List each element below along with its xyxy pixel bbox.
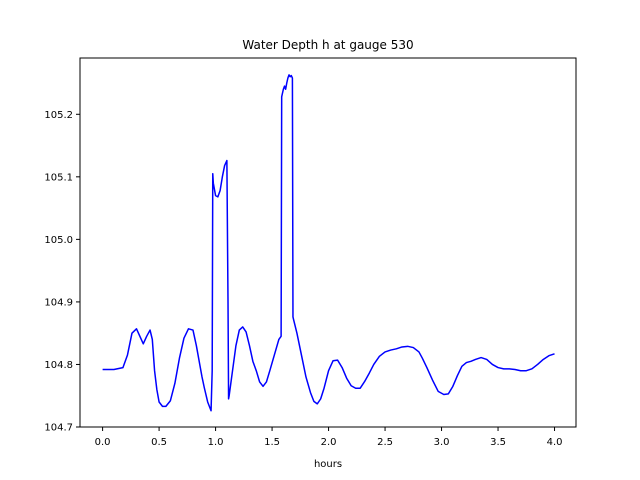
y-tick-label: 105.0	[44, 235, 73, 246]
y-tick-label: 104.7	[44, 423, 73, 434]
x-tick-label: 3.0	[434, 437, 450, 448]
x-axis-title: hours	[314, 459, 342, 470]
chart-title: Water Depth h at gauge 530	[242, 38, 413, 52]
x-tick-label: 1.0	[208, 437, 224, 448]
y-tick-label: 105.1	[44, 172, 73, 183]
axes-frame	[79, 57, 577, 428]
y-axis: 104.7 104.8 104.9 105.0 105.1 105.2	[44, 110, 80, 434]
series-line-0	[102, 74, 555, 412]
x-tick-label: 0.5	[151, 437, 167, 448]
y-tick-label: 104.8	[44, 360, 73, 371]
x-axis: 0.0 0.5 1.0 1.5 2.0 2.5 3.0 3.5 4.0	[95, 427, 563, 448]
x-tick-label: 4.0	[547, 437, 563, 448]
y-tick-label: 104.9	[44, 297, 73, 308]
x-tick-label: 2.5	[377, 437, 393, 448]
plot-area	[102, 74, 555, 412]
x-tick-label: 3.5	[490, 437, 506, 448]
x-tick-label: 1.5	[264, 437, 280, 448]
y-tick-label: 105.2	[44, 110, 73, 121]
x-tick-label: 0.0	[95, 437, 111, 448]
x-tick-label: 2.0	[321, 437, 337, 448]
